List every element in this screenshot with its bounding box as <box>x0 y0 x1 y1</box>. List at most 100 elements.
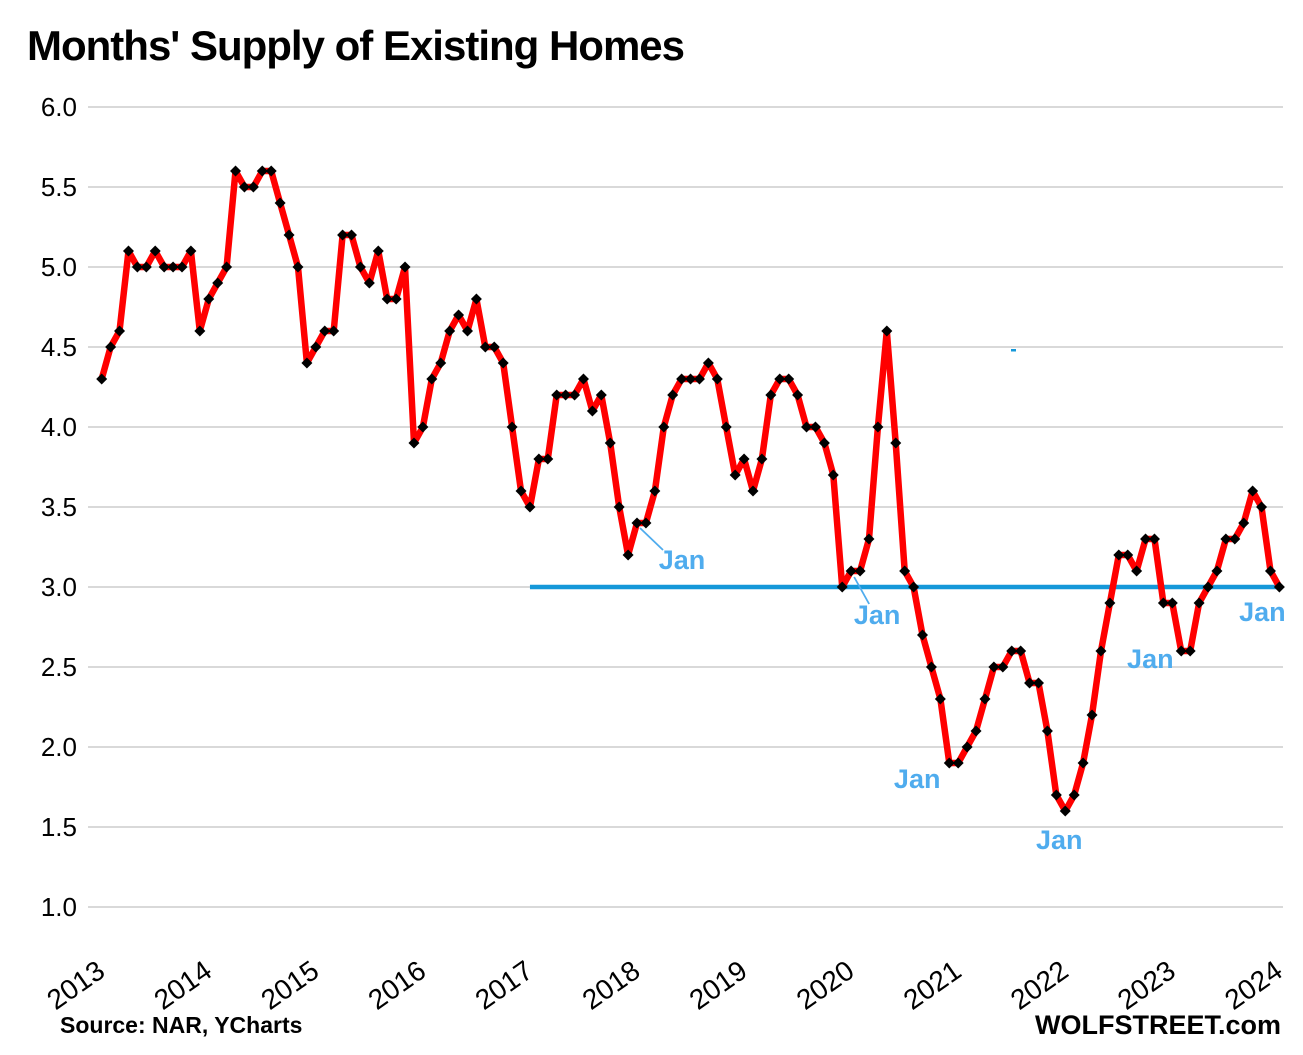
data-point-marker <box>283 229 295 241</box>
data-point-marker <box>1006 645 1018 657</box>
data-point-marker <box>1122 549 1134 561</box>
data-point-marker <box>1068 789 1080 801</box>
x-tick-label: 2018 <box>577 955 646 1016</box>
data-point-marker <box>720 421 732 433</box>
data-point-marker <box>693 373 705 385</box>
data-point-marker <box>988 661 1000 673</box>
y-tick-label: 1.5 <box>41 812 77 842</box>
jan-annotation-label: Jan <box>894 764 941 794</box>
data-point-marker <box>586 405 598 417</box>
data-point-marker <box>158 261 170 273</box>
data-point-marker <box>1229 533 1241 545</box>
data-point-marker <box>194 325 206 337</box>
data-point-marker <box>818 437 830 449</box>
x-tick-label: 2020 <box>791 955 860 1016</box>
y-tick-label: 6.0 <box>41 92 77 122</box>
data-point-marker <box>551 389 563 401</box>
data-point-marker <box>363 277 375 289</box>
data-point-marker <box>1193 597 1205 609</box>
data-point-marker <box>1104 597 1116 609</box>
data-point-marker <box>310 341 322 353</box>
data-point-marker <box>685 373 697 385</box>
jan-annotation-label: Jan <box>1127 644 1174 674</box>
data-point-marker <box>1077 757 1089 769</box>
data-point-marker <box>354 261 366 273</box>
data-point-marker <box>908 581 920 593</box>
data-point-marker <box>952 757 964 769</box>
data-point-marker <box>1041 725 1053 737</box>
x-tick-label: 2019 <box>684 955 753 1016</box>
data-point-marker <box>747 485 759 497</box>
data-point-marker <box>738 453 750 465</box>
x-tick-label: 2015 <box>255 955 324 1016</box>
data-point-marker <box>1015 645 1027 657</box>
data-point-marker <box>176 261 188 273</box>
y-tick-label: 3.0 <box>41 572 77 602</box>
data-point-marker <box>1256 501 1268 513</box>
data-point-marker <box>479 341 491 353</box>
x-tick-label: 2016 <box>363 955 432 1016</box>
data-point-marker <box>667 389 679 401</box>
data-point-marker <box>1024 677 1036 689</box>
data-point-marker <box>390 293 402 305</box>
data-point-marker <box>1175 645 1187 657</box>
data-point-marker <box>613 501 625 513</box>
jan-annotation-label: Jan <box>1036 825 1083 855</box>
x-tick-label: 2023 <box>1112 955 1181 1016</box>
x-tick-label: 2013 <box>41 955 110 1016</box>
data-point-marker <box>1247 485 1259 497</box>
data-point-marker <box>265 165 277 177</box>
y-tick-label: 4.0 <box>41 412 77 442</box>
data-point-marker <box>809 421 821 433</box>
data-point-marker <box>221 261 233 273</box>
data-point-marker <box>872 421 884 433</box>
y-tick-label: 2.5 <box>41 652 77 682</box>
y-tick-label: 1.0 <box>41 892 77 922</box>
data-point-marker <box>881 325 893 337</box>
data-point-marker <box>426 373 438 385</box>
data-point-marker <box>417 421 429 433</box>
data-point-marker <box>1166 597 1178 609</box>
data-point-marker <box>105 341 117 353</box>
y-tick-label: 4.5 <box>41 332 77 362</box>
data-point-marker <box>524 501 536 513</box>
data-point-marker <box>167 261 179 273</box>
data-point-marker <box>1211 565 1223 577</box>
data-point-marker <box>792 389 804 401</box>
data-point-marker <box>96 373 108 385</box>
jan-annotations: Jan Jan Jan Jan Jan Jan <box>639 527 1286 855</box>
data-point-marker <box>533 453 545 465</box>
data-point-marker <box>854 565 866 577</box>
source-note: Source: NAR, YCharts <box>60 1012 303 1038</box>
data-point-marker <box>899 565 911 577</box>
jan-annotation-label: Jan <box>854 600 901 630</box>
gridlines <box>88 106 1283 908</box>
data-point-marker <box>1157 597 1169 609</box>
data-point-marker <box>1113 549 1125 561</box>
data-point-marker <box>319 325 331 337</box>
data-point-marker <box>506 421 518 433</box>
data-point-marker <box>203 293 215 305</box>
data-point-marker <box>337 229 349 241</box>
data-point-marker <box>979 693 991 705</box>
data-point-marker <box>212 277 224 289</box>
data-point-marker <box>711 373 723 385</box>
data-point-marker <box>622 549 634 561</box>
data-point-marker <box>274 197 286 209</box>
data-point-marker <box>1095 645 1107 657</box>
jan-annotation-label: Jan <box>659 545 706 575</box>
data-point-marker <box>577 373 589 385</box>
x-axis-labels: 2013 2014 2015 2016 2017 2018 2019 2020 2021 2022… <box>41 955 1288 1016</box>
data-point-marker <box>140 261 152 273</box>
data-point-marker <box>658 421 670 433</box>
data-point-marker <box>122 245 134 257</box>
data-point-marker <box>328 325 340 337</box>
data-point-marker <box>783 373 795 385</box>
data-point-marker <box>569 389 581 401</box>
data-point-marker <box>1184 645 1196 657</box>
data-point-marker <box>408 437 420 449</box>
data-point-marker <box>649 485 661 497</box>
data-point-marker <box>676 373 688 385</box>
data-point-marker <box>1131 565 1143 577</box>
x-tick-label: 2024 <box>1219 955 1288 1016</box>
